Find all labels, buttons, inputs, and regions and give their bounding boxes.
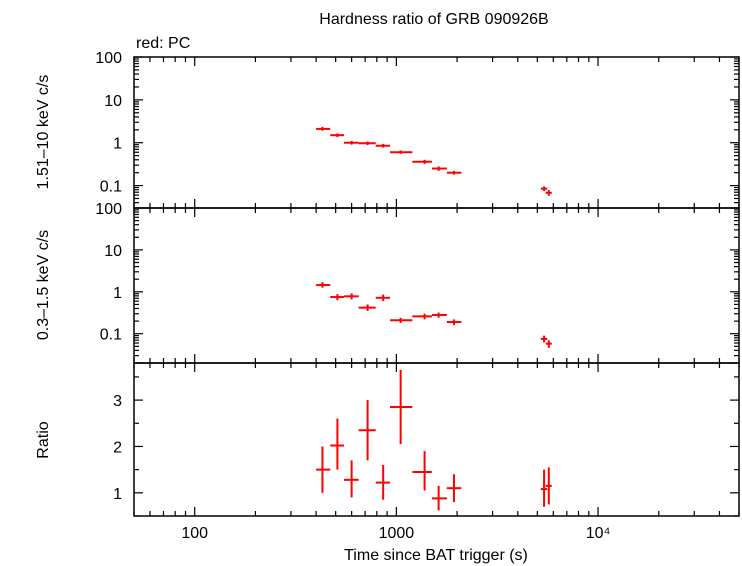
data-point xyxy=(446,170,462,175)
y-tick-label: 100 xyxy=(95,50,122,67)
data-point xyxy=(316,126,331,131)
x-axis-label: Time since BAT trigger (s) xyxy=(344,547,528,564)
panel-frame xyxy=(133,362,740,517)
data-point xyxy=(545,340,552,348)
panel-frame xyxy=(133,56,740,209)
data-point xyxy=(431,312,447,318)
y-tick-label: 100 xyxy=(95,201,122,218)
data-point xyxy=(540,335,548,343)
chart-title: Hardness ratio of GRB 090926B xyxy=(319,11,548,28)
panel-hard: 100 10 1 0.1 1.51–10 keV c/s xyxy=(35,50,740,209)
data-point xyxy=(358,141,376,146)
y-tick-label: 1 xyxy=(113,486,122,503)
data-point xyxy=(412,451,432,491)
data-point xyxy=(358,400,376,461)
data-point xyxy=(390,317,413,324)
chart-subtitle: red: PC xyxy=(136,35,190,52)
data-point xyxy=(545,189,552,196)
y-tick-label: 0.1 xyxy=(100,327,122,344)
panel-ratio: 1 2 3 Ratio xyxy=(35,362,740,517)
data-point xyxy=(330,133,345,138)
data-point xyxy=(446,474,462,503)
y-tick-label: 0.1 xyxy=(100,179,122,196)
y-tick-label: 2 xyxy=(113,439,122,456)
x-tick-label: 10⁴ xyxy=(586,525,611,542)
data-point xyxy=(540,469,548,507)
data-point xyxy=(375,143,391,148)
data-point xyxy=(316,446,331,493)
data-point xyxy=(375,465,391,500)
panel-frame xyxy=(133,207,740,364)
data-point xyxy=(330,294,345,301)
x-tick-label: 100 xyxy=(181,525,208,542)
data-point xyxy=(431,485,447,511)
y-tick-label: 3 xyxy=(113,393,122,410)
data-point xyxy=(390,150,413,154)
data-point xyxy=(390,369,413,445)
data-point xyxy=(446,319,462,326)
data-point xyxy=(375,294,391,302)
plot-area: 100 10 1 0.1 1.51–10 keV c/s 100 10 1 0.1 0.3–1.5… xyxy=(35,50,740,542)
data-point xyxy=(344,460,359,498)
data-point xyxy=(412,313,432,320)
panel-soft: 100 10 1 0.1 0.3–1.5 keV c/s xyxy=(35,201,740,364)
data-point xyxy=(330,418,345,470)
y-tick-label: 1 xyxy=(113,136,122,153)
data-point xyxy=(344,293,359,300)
y-tick-label: 10 xyxy=(104,93,122,110)
y-tick-label: 10 xyxy=(104,243,122,260)
data-point xyxy=(545,467,552,505)
data-point xyxy=(316,282,331,288)
y-axis-label: Ratio xyxy=(35,421,52,458)
data-point xyxy=(412,159,432,164)
data-point xyxy=(358,304,376,311)
y-axis-label: 1.51–10 keV c/s xyxy=(35,75,52,190)
data-point xyxy=(431,166,447,171)
data-point xyxy=(344,140,359,145)
x-tick-label: 1000 xyxy=(379,525,415,542)
y-axis-label: 0.3–1.5 keV c/s xyxy=(35,230,52,340)
data-point xyxy=(540,186,548,191)
y-tick-label: 1 xyxy=(113,285,122,302)
